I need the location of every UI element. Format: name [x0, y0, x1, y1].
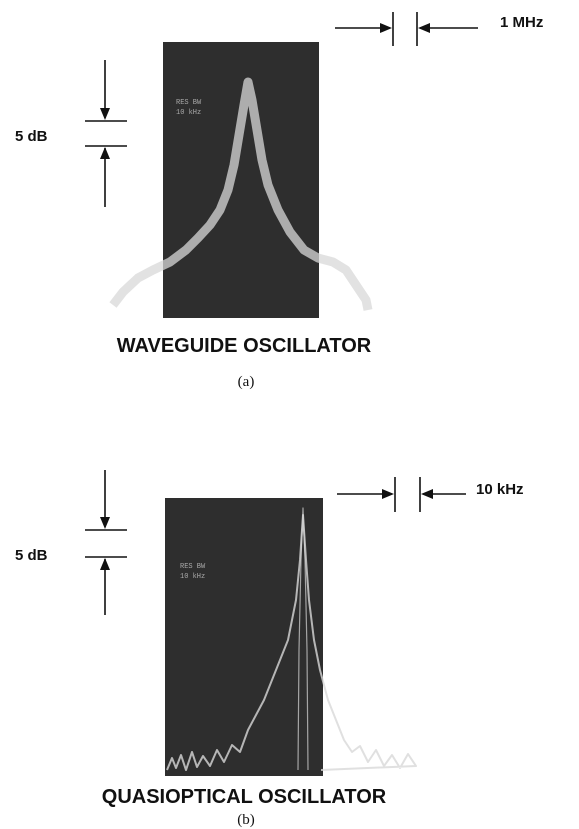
panel-label: (a) [238, 374, 255, 390]
amplitude-scale: 5 dB [15, 547, 48, 564]
frequency-scale: 1 MHz [500, 14, 543, 31]
panel-b: 10 kHz 5 dB RES BW 10 kHz QUASIOPTICAL O… [15, 470, 524, 828]
panel-a: 1 MHz 5 dB RES BW 10 kHz WAVEGUIDE OSCIL… [15, 12, 543, 390]
amplitude-scale: 5 dB [15, 128, 48, 145]
arrow-head [100, 108, 110, 120]
arrow-head [382, 489, 394, 499]
caption: QUASIOPTICAL OSCILLATOR [102, 786, 387, 808]
trace [109, 77, 373, 311]
trace [166, 514, 417, 771]
arrow-head [421, 489, 433, 499]
screen-text: 10 kHz [180, 573, 205, 581]
arrow-head [380, 23, 392, 33]
arrow-head [100, 558, 110, 570]
frequency-scale: 10 kHz [476, 481, 524, 498]
screen-text: 10 kHz [176, 109, 201, 117]
panel-label: (b) [237, 812, 255, 828]
screen [165, 498, 323, 776]
screen-text: RES BW [176, 99, 202, 107]
caption: WAVEGUIDE OSCILLATOR [117, 335, 372, 357]
screen-text: RES BW [180, 563, 206, 571]
trace [297, 507, 309, 771]
arrow-head [100, 517, 110, 529]
arrow-head [418, 23, 430, 33]
arrow-head [100, 147, 110, 159]
screen [163, 42, 319, 318]
